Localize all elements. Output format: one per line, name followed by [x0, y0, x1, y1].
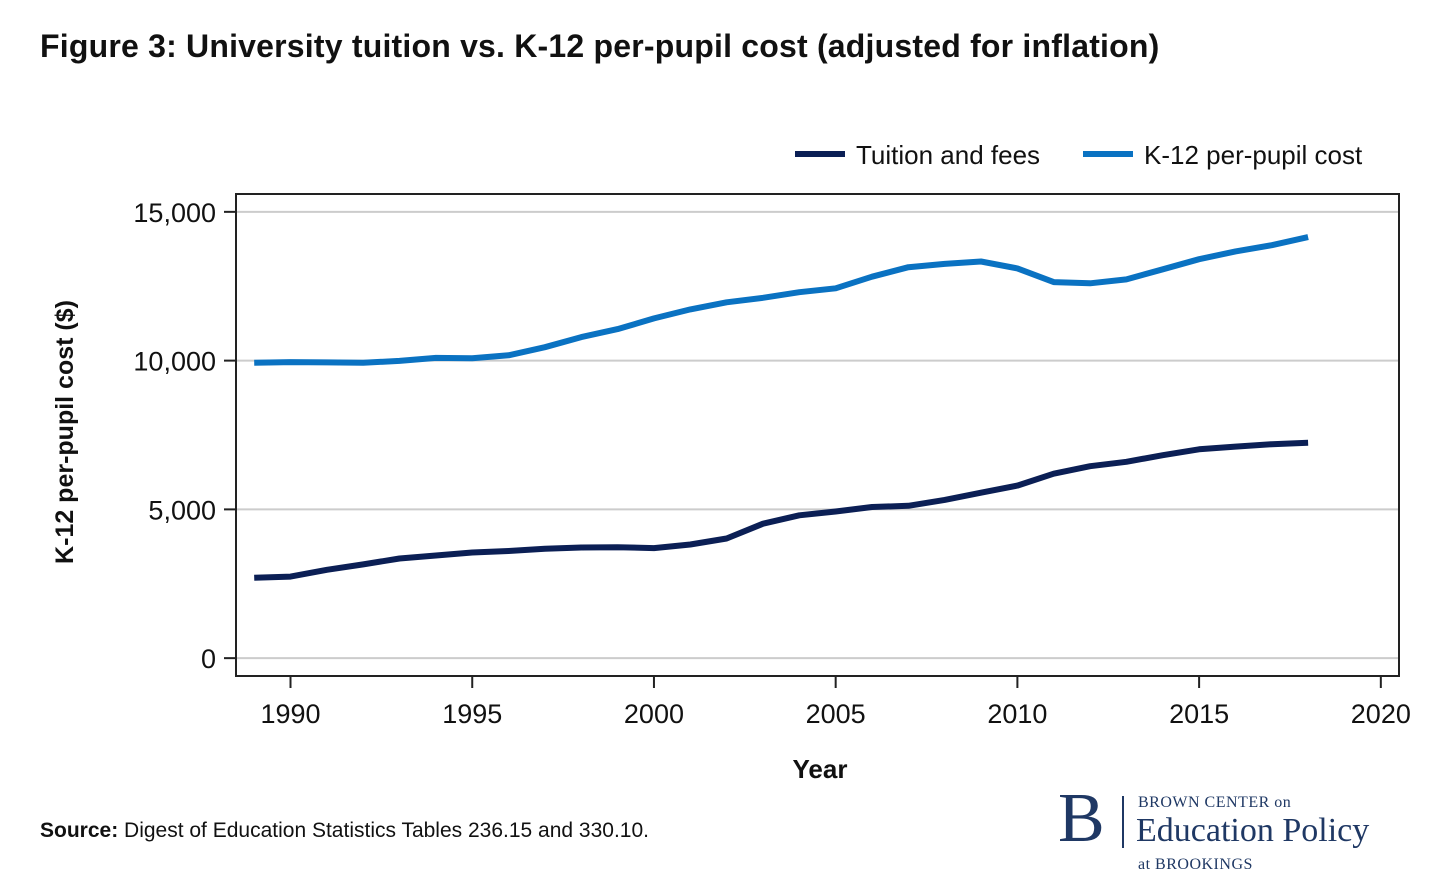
- x-tick-label: 2020: [1351, 699, 1411, 729]
- source-text: Digest of Education Statistics Tables 23…: [118, 819, 649, 842]
- x-tick-label: 1990: [260, 699, 320, 729]
- x-tick-label: 2010: [987, 699, 1047, 729]
- brown-center-logo: B BROWN CENTER on Education Policy at BR…: [1058, 784, 1398, 880]
- source-note: Source: Digest of Education Statistics T…: [40, 819, 649, 843]
- series-lines: [254, 234, 1309, 581]
- figure-title: Figure 3: University tuition vs. K-12 pe…: [40, 28, 1160, 64]
- series-line-tuition: [254, 439, 1309, 581]
- y-tick-label: 15,000: [133, 198, 216, 228]
- y-tick-label: 0: [201, 644, 216, 674]
- legend-label-k12: K-12 per-pupil cost: [1144, 140, 1363, 170]
- y-axis-ticks: 0 5,000 10,000 15,000: [133, 198, 236, 674]
- y-axis-label: K-12 per-pupil cost ($): [51, 300, 79, 564]
- x-axis-ticks: 1990 1995 2000 2005 2010 2015 2020: [260, 676, 1411, 729]
- legend-label-tuition: Tuition and fees: [856, 140, 1040, 170]
- x-tick-label: 1995: [442, 699, 502, 729]
- x-tick-label: 2005: [806, 699, 866, 729]
- logo-bottom-text: at BROOKINGS: [1138, 856, 1253, 873]
- source-label: Source:: [40, 819, 119, 842]
- y-tick-label: 10,000: [133, 347, 216, 377]
- line-chart: 0 5,000 10,000 15,000 1990 1995 2000 2005 2010 2…: [51, 140, 1411, 784]
- y-tick-label: 5,000: [148, 495, 216, 525]
- plot-frame: [235, 193, 1400, 677]
- logo-letter: B: [1058, 780, 1105, 857]
- logo-divider: [1122, 796, 1124, 848]
- series-line-k12: [254, 234, 1309, 366]
- chart-legend: Tuition and fees K-12 per-pupil cost: [795, 140, 1363, 170]
- x-tick-label: 2015: [1169, 699, 1229, 729]
- logo-main-text: Education Policy: [1136, 812, 1370, 849]
- logo-top-text: BROWN CENTER on: [1138, 794, 1292, 811]
- x-tick-label: 2000: [624, 699, 684, 729]
- x-axis-label: Year: [793, 754, 848, 784]
- gridlines: [236, 210, 1399, 660]
